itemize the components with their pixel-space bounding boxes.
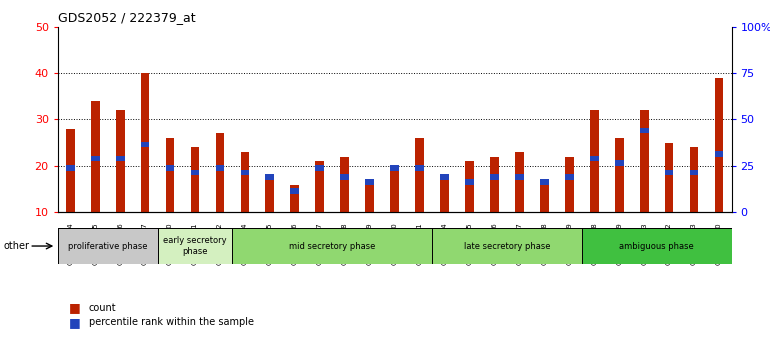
Bar [614, 160, 624, 166]
Bar [91, 101, 99, 212]
Bar [240, 152, 249, 212]
Text: percentile rank within the sample: percentile rank within the sample [89, 317, 253, 327]
Bar [715, 151, 723, 156]
Bar [66, 129, 75, 212]
Bar [290, 184, 300, 212]
Bar [614, 138, 624, 212]
Bar [158, 228, 233, 264]
Bar [390, 165, 399, 171]
Text: early secretory
phase: early secretory phase [163, 236, 227, 256]
Text: ambiguous phase: ambiguous phase [619, 241, 694, 251]
Bar [290, 188, 300, 194]
Bar [316, 161, 324, 212]
Bar [490, 156, 499, 212]
Bar [590, 156, 598, 161]
Bar [166, 165, 175, 171]
Bar [690, 147, 698, 212]
Text: GDS2052 / 222379_at: GDS2052 / 222379_at [58, 11, 196, 24]
Text: ■: ■ [69, 302, 81, 314]
Bar [540, 180, 549, 212]
Bar [515, 152, 524, 212]
Bar [340, 174, 349, 180]
Bar [715, 78, 723, 212]
Bar [582, 228, 732, 264]
Bar [116, 156, 125, 161]
Bar [91, 156, 99, 161]
Bar [465, 179, 474, 184]
Bar [240, 170, 249, 175]
Bar [191, 147, 199, 212]
Bar [490, 174, 499, 180]
Text: ■: ■ [69, 316, 81, 329]
Bar [233, 228, 432, 264]
Text: proliferative phase: proliferative phase [68, 241, 147, 251]
Bar [191, 170, 199, 175]
Bar [365, 180, 374, 212]
Bar [565, 156, 574, 212]
Bar [415, 138, 424, 212]
Bar [365, 179, 374, 184]
Bar [665, 143, 674, 212]
Bar [665, 170, 674, 175]
Text: mid secretory phase: mid secretory phase [289, 241, 376, 251]
Bar [690, 170, 698, 175]
Bar [58, 228, 158, 264]
Bar [390, 166, 399, 212]
Bar [640, 110, 648, 212]
Bar [166, 138, 175, 212]
Bar [141, 73, 149, 212]
Bar [465, 161, 474, 212]
Bar [415, 165, 424, 171]
Bar [540, 179, 549, 184]
Bar [216, 165, 224, 171]
Bar [432, 228, 582, 264]
Bar [216, 133, 224, 212]
Text: late secretory phase: late secretory phase [464, 241, 551, 251]
Bar [440, 175, 449, 212]
Bar [340, 156, 349, 212]
Bar [440, 174, 449, 180]
Bar [590, 110, 598, 212]
Bar [640, 128, 648, 133]
Bar [266, 175, 274, 212]
Text: other: other [4, 241, 30, 251]
Bar [66, 165, 75, 171]
Bar [565, 174, 574, 180]
Bar [515, 174, 524, 180]
Text: count: count [89, 303, 116, 313]
Bar [316, 165, 324, 171]
Bar [266, 174, 274, 180]
Bar [116, 110, 125, 212]
Bar [141, 142, 149, 147]
